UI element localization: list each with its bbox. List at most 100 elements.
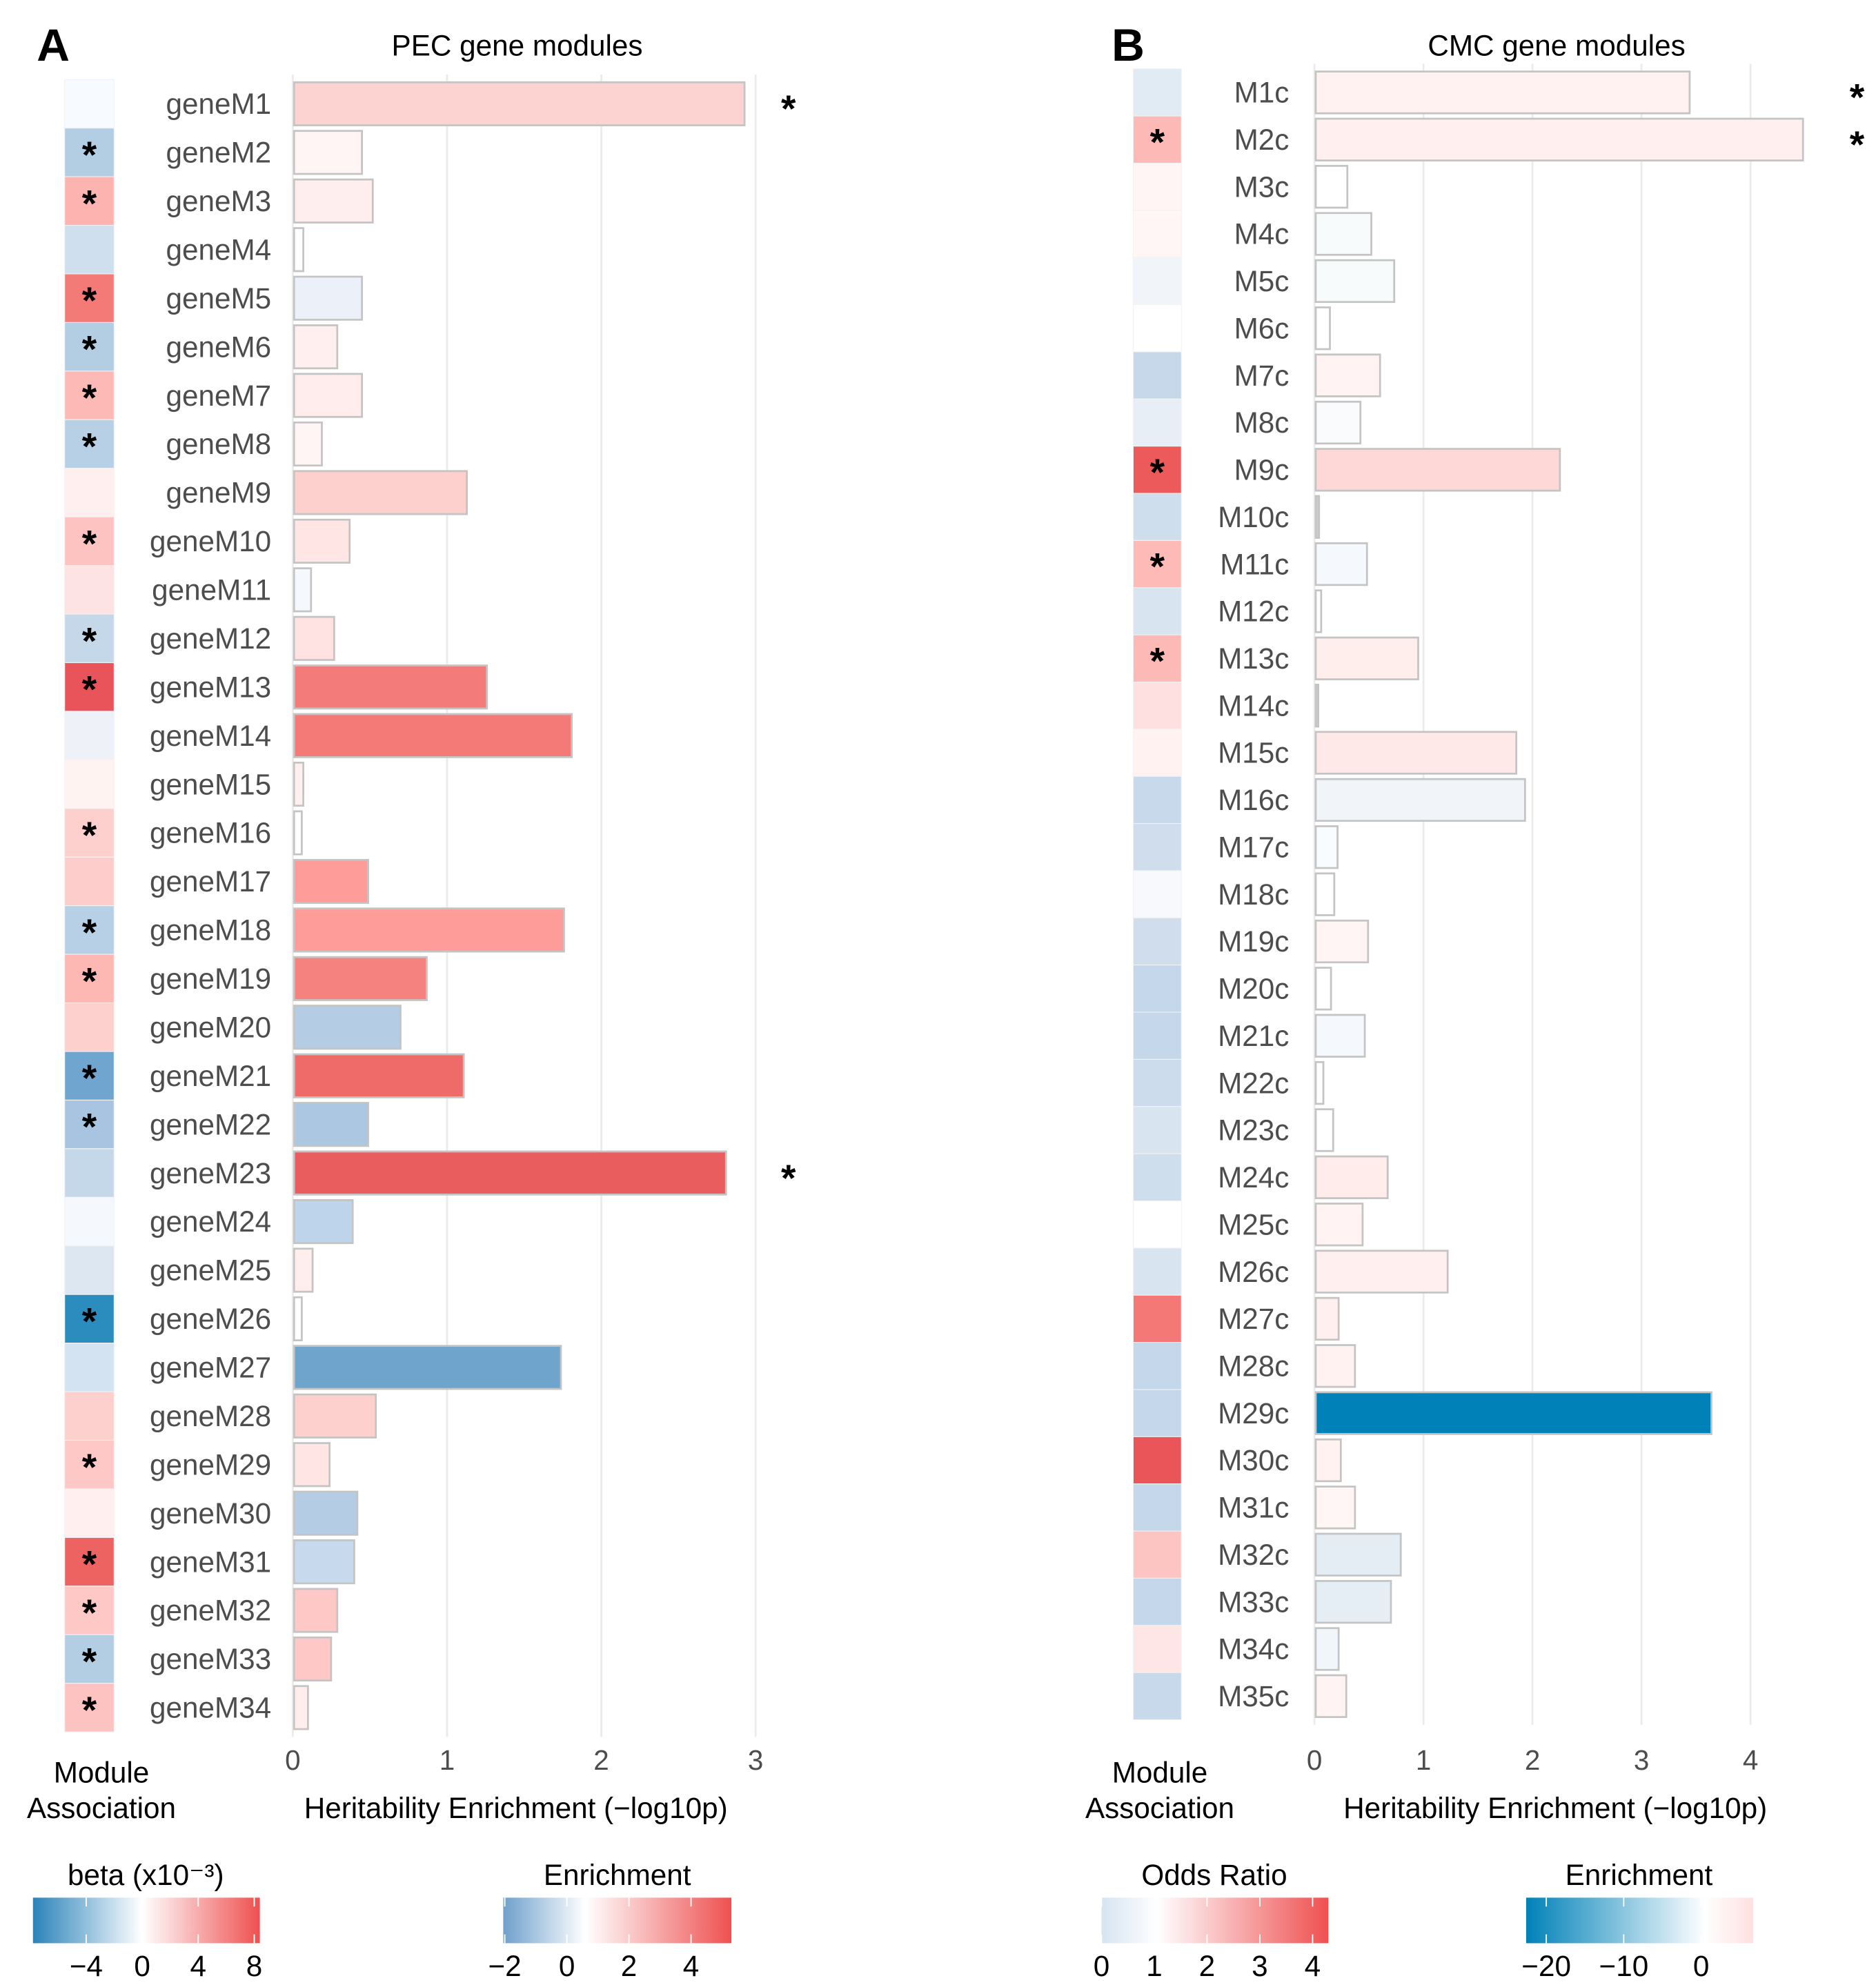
- association-significance-star: *: [82, 425, 97, 468]
- enrichment-bar: [293, 81, 746, 127]
- association-significance-star: *: [1150, 120, 1165, 163]
- module-label: M11c: [1220, 548, 1289, 580]
- panel-label: B: [1112, 20, 1145, 71]
- association-significance-star: *: [1150, 639, 1165, 682]
- legend-title: Enrichment: [544, 1859, 691, 1891]
- enrichment-bar: [293, 1636, 333, 1682]
- enrichment-bar: [1314, 117, 1804, 161]
- enrichment-bar: [293, 1393, 377, 1439]
- heatmap-title-line2: Association: [1085, 1792, 1234, 1824]
- heatmap-cell: [1132, 1294, 1182, 1343]
- x-tick-label: 2: [593, 1744, 609, 1776]
- legend-tick-label: 8: [246, 1950, 262, 1982]
- enrichment-bar: [293, 324, 339, 370]
- enrichment-bar: [293, 1490, 359, 1536]
- module-label: M22c: [1218, 1067, 1289, 1099]
- association-significance-star: *: [82, 813, 97, 856]
- enrichment-bar: [1314, 1296, 1340, 1341]
- enrichment-bar: [1314, 1108, 1334, 1152]
- module-label: geneM3: [166, 185, 271, 217]
- heatmap-cell: [1132, 398, 1182, 447]
- legend-tick-label: 1: [1146, 1950, 1162, 1982]
- enrichment-significance-star: *: [781, 87, 796, 130]
- heatmap-cell: [64, 1683, 115, 1732]
- heatmap-cell: [64, 1391, 115, 1441]
- heatmap-cell: [64, 1537, 115, 1587]
- enrichment-bar: [293, 1345, 562, 1390]
- enrichment-bar: [1314, 1060, 1325, 1105]
- enrichment-bar: [1314, 1203, 1364, 1247]
- enrichment-bar: [293, 907, 565, 953]
- enrichment-bar: [1314, 731, 1518, 775]
- x-axis-title: Heritability Enrichment (−log10p): [304, 1792, 728, 1824]
- enrichment-significance-star: *: [781, 1156, 796, 1199]
- heatmap-cell: [1132, 823, 1182, 871]
- x-tick-label: 2: [1525, 1744, 1540, 1776]
- module-label: M15c: [1218, 737, 1289, 769]
- enrichment-bar: [293, 1198, 354, 1245]
- heatmap-cell: [64, 1488, 115, 1538]
- heatmap-cell: [64, 128, 115, 177]
- x-tick-label: 4: [1743, 1744, 1758, 1776]
- enrichment-bar: [293, 1053, 465, 1098]
- module-label: geneM20: [150, 1011, 271, 1043]
- enrichment-bar: [1314, 1485, 1356, 1530]
- x-tick-label: 3: [1634, 1744, 1649, 1776]
- heatmap-cell: [64, 1294, 115, 1344]
- x-tick-label: 1: [1416, 1744, 1431, 1776]
- color-legend: Odds Ratio 0 1 2 3 4: [1094, 1859, 1329, 1982]
- module-label: M30c: [1218, 1444, 1289, 1477]
- module-label: M16c: [1218, 784, 1289, 816]
- enrichment-bar: [1314, 448, 1561, 492]
- enrichment-significance-star: *: [1850, 123, 1865, 166]
- heatmap-cell: [1132, 965, 1182, 1013]
- heatmap-cell: [64, 419, 115, 469]
- panel-a-pec-modules: A PEC gene modules 0 1 2 3 geneM1 * * geneM2 * gene…: [27, 20, 796, 1982]
- enrichment-bar: [293, 1150, 727, 1196]
- module-label: M20c: [1218, 973, 1289, 1005]
- heatmap-cell: [1132, 446, 1182, 494]
- enrichment-bar: [1314, 1579, 1392, 1624]
- enrichment-bar: [1314, 919, 1370, 964]
- legend-tick-label: −2: [488, 1950, 522, 1982]
- heatmap-cell: [64, 371, 115, 420]
- module-label: M35c: [1218, 1680, 1289, 1712]
- heatmap-cell: [64, 1245, 115, 1295]
- heatmap-cell: [64, 808, 115, 858]
- x-tick-label: 1: [440, 1744, 455, 1776]
- association-significance-star: *: [82, 911, 97, 954]
- heatmap-cell: [64, 1439, 115, 1490]
- module-label: geneM15: [150, 768, 271, 800]
- heatmap-cell: [1132, 68, 1182, 117]
- association-significance-star: *: [82, 1543, 97, 1586]
- enrichment-bar: [1314, 1344, 1356, 1388]
- heatmap-cell: [1132, 681, 1182, 730]
- enrichment-bar: [293, 421, 323, 467]
- enrichment-bar: [293, 227, 305, 273]
- module-label: geneM19: [150, 962, 271, 995]
- module-label: geneM18: [150, 914, 271, 947]
- module-label: geneM10: [150, 525, 271, 557]
- module-label: M34c: [1218, 1633, 1289, 1666]
- heatmap-cell: [64, 516, 115, 566]
- association-significance-star: *: [1150, 451, 1165, 493]
- heatmap-cell: [64, 1634, 115, 1684]
- enrichment-bar: [1314, 1391, 1712, 1435]
- legend-tick-label: 3: [1252, 1950, 1267, 1982]
- heatmap-cell: [64, 1148, 115, 1198]
- module-label: geneM4: [166, 233, 271, 266]
- module-label: M33c: [1218, 1586, 1289, 1618]
- legend-title: Odds Ratio: [1141, 1859, 1287, 1891]
- association-significance-star: *: [82, 1056, 97, 1099]
- x-tick-label: 0: [1307, 1744, 1322, 1776]
- enrichment-bar: [1314, 542, 1368, 586]
- association-significance-star: *: [82, 181, 97, 224]
- module-label: M27c: [1218, 1303, 1289, 1335]
- heatmap-cell: [1132, 776, 1182, 824]
- legend-tick-label: 0: [559, 1950, 575, 1982]
- enrichment-bar: [293, 1539, 355, 1585]
- enrichment-bar: [293, 1102, 369, 1147]
- module-label: M18c: [1218, 878, 1289, 911]
- module-label: geneM12: [150, 622, 271, 655]
